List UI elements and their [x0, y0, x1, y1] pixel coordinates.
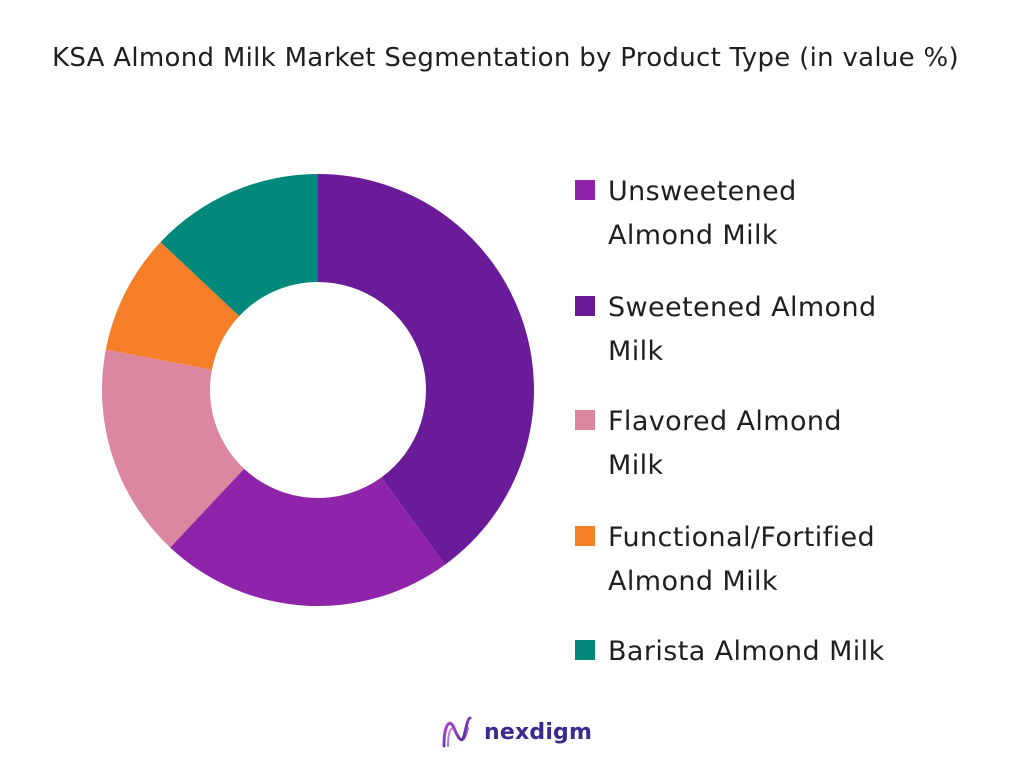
legend-label: Unsweetened Almond Milk: [608, 176, 797, 251]
donut-slice-barista-almond-milk: [160, 174, 318, 317]
legend-swatch: [575, 296, 595, 316]
legend-label: Functional/Fortified Almond Milk: [608, 522, 876, 597]
legend-label: Barista Almond Milk: [608, 636, 885, 667]
donut-slice-unsweetened-almond-milk: [170, 468, 445, 606]
legend-item: Sweetened Almond Milk: [575, 286, 877, 374]
brand-name: nexdigm: [484, 719, 593, 745]
legend-label: Sweetened Almond Milk: [608, 292, 877, 367]
legend-item: Flavored Almond Milk: [575, 400, 842, 488]
legend-label: Flavored Almond Milk: [608, 406, 842, 481]
legend-swatch: [575, 410, 595, 430]
legend-swatch: [575, 640, 595, 660]
donut-slice-sweetened-almond-milk: [318, 174, 534, 565]
legend-item: Unsweetened Almond Milk: [575, 170, 797, 258]
legend-swatch: [575, 180, 595, 200]
donut-slice-functional-fortified-almond-milk: [105, 242, 240, 370]
legend-item: Barista Almond Milk: [575, 630, 885, 674]
chart-title: KSA Almond Milk Market Segmentation by P…: [52, 43, 959, 73]
legend-item: Functional/Fortified Almond Milk: [575, 516, 875, 604]
brand-logo: nexdigm: [440, 714, 592, 750]
donut-slice-flavored-almond-milk: [101, 349, 245, 548]
legend-swatch: [575, 526, 595, 546]
nexdigm-logo-icon: [442, 716, 472, 748]
